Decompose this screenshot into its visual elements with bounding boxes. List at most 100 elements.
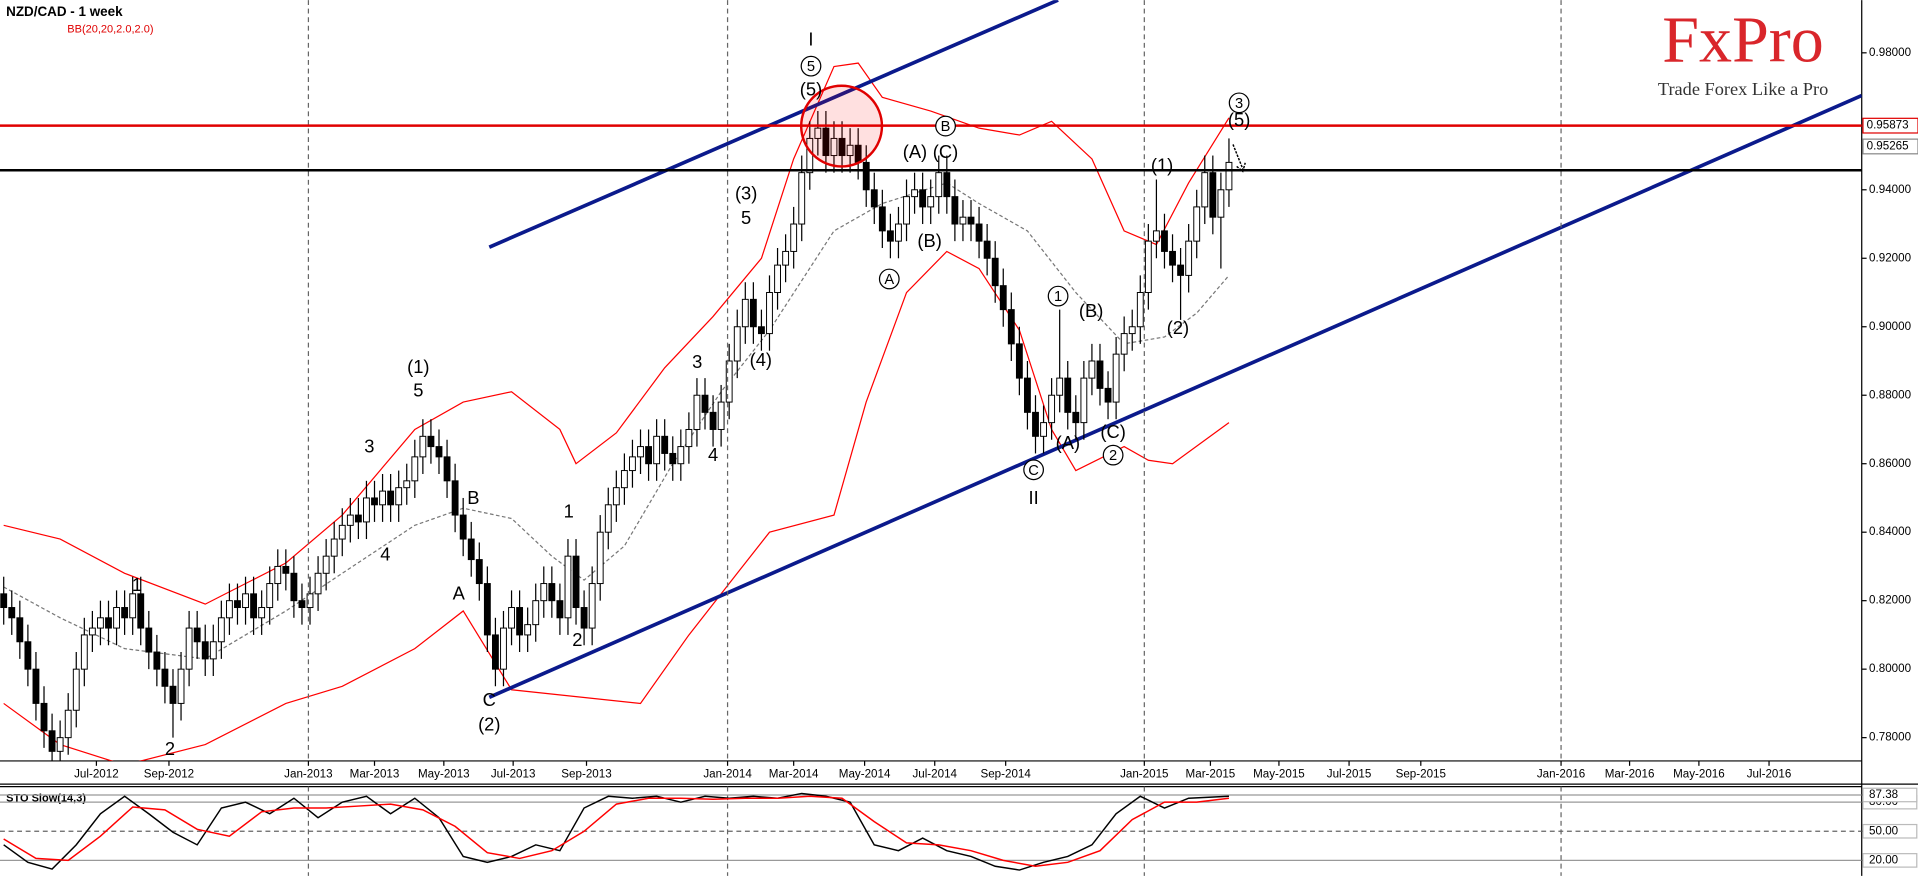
candle-body	[1177, 264, 1185, 276]
candle-body	[822, 127, 830, 157]
wave-circle	[935, 115, 956, 137]
candle-body	[814, 127, 822, 139]
wave-label: 3	[1235, 96, 1243, 112]
candle-body	[717, 401, 725, 430]
wave-label: 4	[708, 444, 718, 465]
price-label-box	[1862, 117, 1918, 134]
candle-body	[129, 593, 137, 619]
candle-body	[919, 189, 927, 208]
candle-body	[282, 565, 290, 574]
candle-body	[500, 627, 507, 670]
candle-body	[354, 514, 362, 523]
wave-label: B	[467, 487, 479, 508]
x-tick-label: Jul-2016	[1747, 767, 1792, 780]
candle-body	[661, 435, 669, 454]
candle-body	[612, 487, 620, 506]
wave-label: (C)	[933, 141, 958, 162]
chart-title: NZD/CAD - 1 week	[6, 4, 123, 19]
bollinger-band	[3, 250, 1230, 761]
x-tick-label: Jan-2016	[1537, 767, 1585, 780]
oscillator-y-tick-label: 20.00	[1869, 853, 1898, 866]
candle-body	[185, 627, 193, 670]
wave-label: 2	[572, 629, 582, 650]
candle-body	[0, 593, 8, 609]
candle-body	[645, 446, 653, 465]
candle-body	[411, 456, 419, 482]
candle-body	[459, 514, 467, 540]
candle-body	[1064, 377, 1072, 413]
y-tick-label: 0.94000	[1869, 183, 1911, 196]
candle-body	[1007, 309, 1015, 345]
candle-body	[387, 490, 395, 506]
wave-label: (1)	[1151, 154, 1173, 175]
candle-body	[524, 624, 532, 636]
wave-circle	[878, 268, 900, 290]
x-tick-label: May-2015	[1253, 767, 1305, 780]
y-tick-label: 0.78000	[1869, 731, 1911, 744]
candle-body	[153, 651, 161, 670]
candle-body	[967, 216, 975, 225]
candle-body	[741, 298, 749, 328]
candle-body	[250, 593, 258, 619]
y-tick-label: 0.90000	[1869, 320, 1911, 333]
candle-body	[975, 223, 983, 242]
wave-label: 5	[741, 207, 751, 228]
candle-body	[8, 607, 16, 619]
candle-body	[1080, 377, 1088, 424]
wave-label: 2	[165, 738, 175, 759]
wave-label: C	[1028, 463, 1039, 479]
wave-label: (2)	[478, 713, 500, 734]
candle-body	[508, 607, 515, 629]
candle-body	[886, 230, 894, 242]
candle-body	[290, 572, 298, 602]
candle-body	[733, 326, 741, 362]
wave-label: (B)	[1079, 300, 1103, 321]
x-tick-label: May-2013	[418, 767, 470, 780]
wave-label: (5)	[800, 78, 822, 99]
candle-body	[935, 172, 943, 198]
candle-body	[846, 144, 854, 157]
candle-body	[983, 240, 991, 259]
candle-body	[1040, 422, 1047, 437]
candle-body	[435, 446, 443, 458]
candle-body	[725, 360, 733, 403]
candle-body	[532, 600, 540, 626]
y-tick-label: 0.84000	[1869, 525, 1911, 538]
candle-body	[959, 216, 967, 225]
candle-body	[121, 607, 129, 619]
price-label: 0.95265	[1867, 140, 1909, 153]
candle-body	[330, 538, 338, 557]
candle-body	[137, 593, 145, 629]
candle-body	[298, 600, 306, 609]
oscillator-y-tick-label: 50.00	[1869, 824, 1898, 837]
candle-body	[653, 435, 661, 465]
x-tick-label: Jul-2013	[491, 767, 536, 780]
candle-body	[1201, 172, 1209, 208]
candle-body	[266, 583, 274, 609]
wave-circle	[1102, 444, 1124, 466]
candle-body	[564, 555, 572, 619]
candle-body	[427, 435, 435, 448]
candle-body	[483, 583, 491, 636]
candle-body	[709, 411, 717, 430]
candle-body	[201, 641, 209, 660]
candle-body	[862, 161, 870, 191]
y-tick-label: 0.80000	[1869, 662, 1911, 675]
candle-body	[314, 572, 322, 595]
x-tick-label: Mar-2016	[1605, 767, 1655, 780]
candle-body	[379, 490, 386, 506]
candle-body	[758, 326, 765, 335]
wave-circle	[1047, 285, 1069, 307]
y-tick-label: 0.82000	[1869, 594, 1911, 607]
wave-label: 5	[413, 379, 423, 400]
candle-body	[234, 600, 241, 609]
candle-body	[1144, 240, 1152, 293]
candle-body	[443, 456, 451, 482]
candle-body	[1120, 333, 1128, 355]
x-tick-label: Jul-2014	[912, 767, 957, 780]
candle-body	[951, 196, 959, 225]
candle-body	[403, 480, 411, 489]
candle-body	[516, 607, 524, 636]
